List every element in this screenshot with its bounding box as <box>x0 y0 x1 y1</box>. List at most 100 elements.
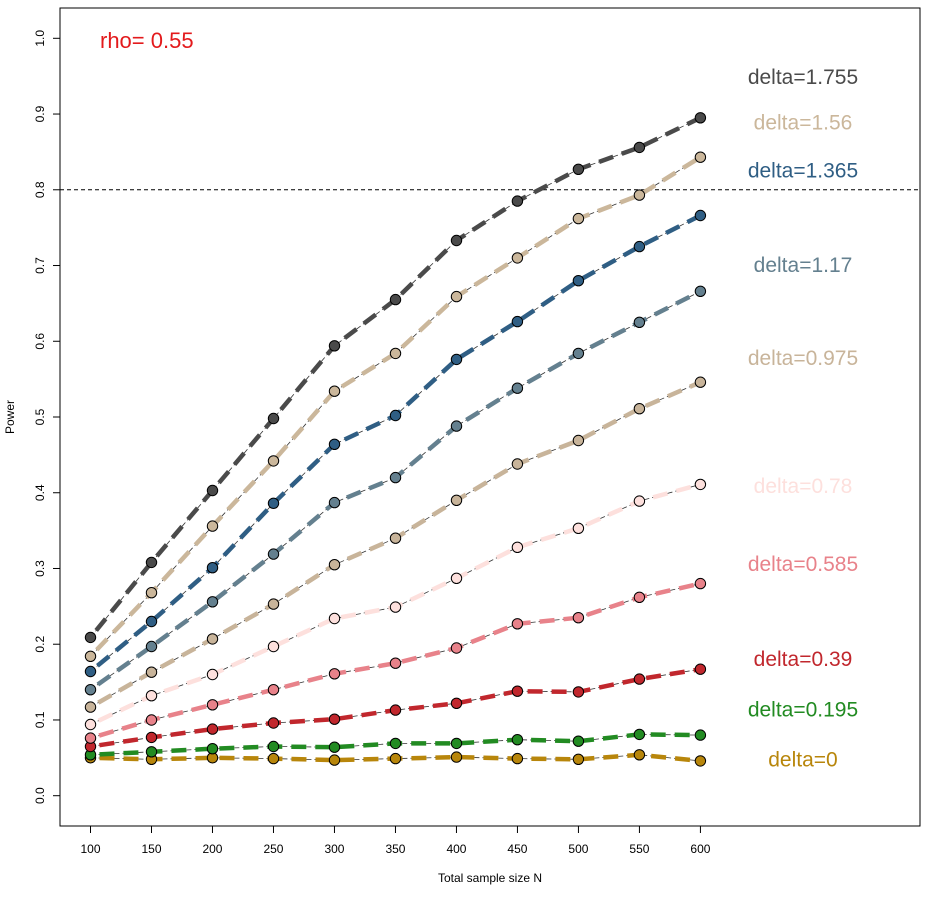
series-label: delta=1.365 <box>748 159 858 182</box>
data-point <box>450 737 463 750</box>
x-tick-label: 200 <box>202 842 222 856</box>
data-point <box>694 112 707 124</box>
data-point <box>145 556 158 569</box>
data-point <box>450 234 463 247</box>
data-point <box>267 455 280 467</box>
data-point <box>84 718 97 731</box>
data-point <box>633 403 646 415</box>
series-line <box>88 155 702 658</box>
data-point <box>389 704 402 716</box>
series <box>84 376 707 713</box>
y-tick-label: 0.3 <box>33 560 47 577</box>
series <box>84 728 707 761</box>
y-tick-label: 0.4 <box>33 484 47 501</box>
data-point <box>328 438 341 450</box>
data-point <box>511 252 524 264</box>
data-point <box>145 714 158 726</box>
data-point <box>694 577 707 590</box>
data-point <box>328 559 341 571</box>
data-point <box>572 522 585 534</box>
data-point <box>511 685 524 697</box>
series <box>84 285 707 696</box>
data-point <box>450 697 463 709</box>
data-point <box>206 633 219 645</box>
series-label: delta=0.195 <box>748 699 858 722</box>
series-label: delta=1.17 <box>754 254 853 277</box>
data-point <box>328 668 341 680</box>
y-axis-title: Power <box>3 400 17 434</box>
series-label: delta=0.975 <box>748 347 858 370</box>
y-tick-label: 0.0 <box>33 787 47 804</box>
data-point <box>389 471 402 484</box>
series-label: delta=1.56 <box>754 112 853 135</box>
data-point <box>206 723 219 735</box>
data-point <box>328 612 341 625</box>
data-point <box>511 195 524 207</box>
data-point <box>633 673 646 685</box>
data-point <box>389 657 402 669</box>
data-point <box>328 713 341 725</box>
data-point <box>267 548 280 560</box>
x-tick-label: 250 <box>263 842 283 856</box>
data-point <box>450 420 463 432</box>
series-labels-layer: delta=0 delta=0.195 delta=0.39 delta=0.585 d… <box>748 66 858 771</box>
x-tick-label: 450 <box>507 842 527 856</box>
series <box>84 112 707 644</box>
data-point <box>389 601 402 613</box>
data-point <box>511 315 524 328</box>
data-point <box>84 650 97 662</box>
data-point <box>328 741 341 753</box>
y-tick-label: 0.6 <box>33 333 47 350</box>
x-tick-label: 350 <box>385 842 405 856</box>
data-point <box>450 751 463 763</box>
series <box>84 478 707 731</box>
data-point <box>694 478 707 491</box>
y-tick-label: 0.9 <box>33 105 47 122</box>
data-point <box>450 572 463 584</box>
y-tick-label: 0.1 <box>33 711 47 728</box>
data-point <box>511 734 524 746</box>
data-point <box>633 591 646 603</box>
data-point <box>328 754 341 766</box>
x-tick-label: 600 <box>690 842 710 856</box>
data-point <box>389 347 402 360</box>
data-point <box>267 740 280 753</box>
series-label: delta=0.39 <box>754 648 853 671</box>
data-point <box>267 684 280 696</box>
x-tick-label: 500 <box>568 842 588 856</box>
data-point <box>145 746 158 758</box>
data-point <box>572 275 585 287</box>
data-point <box>328 340 341 352</box>
series-line <box>89 581 701 741</box>
data-point <box>389 409 402 422</box>
data-point <box>450 494 463 506</box>
y-tick-label: 0.2 <box>33 636 47 653</box>
y-tick-label: 0.7 <box>33 257 47 274</box>
data-point <box>206 596 219 608</box>
data-point <box>694 151 707 163</box>
data-point <box>572 212 585 225</box>
y-tick-label: 0.8 <box>33 181 47 198</box>
data-point <box>694 376 707 388</box>
data-point <box>633 728 646 741</box>
data-point <box>572 686 585 698</box>
data-point <box>511 541 524 553</box>
series-line <box>88 115 702 639</box>
data-point <box>328 385 341 397</box>
x-tick-label: 400 <box>446 842 466 856</box>
series <box>84 209 707 678</box>
data-point <box>450 642 463 654</box>
data-point <box>572 347 585 360</box>
data-point <box>145 731 158 744</box>
series-label: delta=0.585 <box>748 553 858 576</box>
series <box>84 663 707 753</box>
data-point <box>633 141 646 154</box>
data-point <box>694 209 707 222</box>
data-point <box>206 743 219 755</box>
data-point <box>328 496 341 509</box>
data-point <box>84 684 97 696</box>
data-point <box>267 412 280 425</box>
data-point <box>145 615 158 628</box>
data-point <box>84 701 97 713</box>
data-point <box>267 717 280 729</box>
